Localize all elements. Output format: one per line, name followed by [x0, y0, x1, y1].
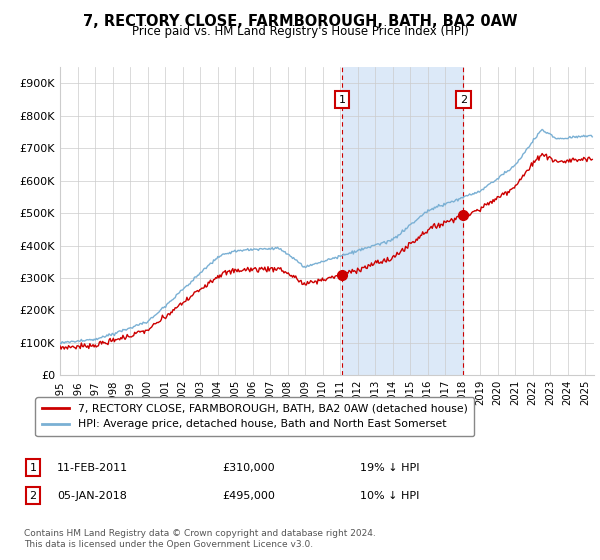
Text: Price paid vs. HM Land Registry's House Price Index (HPI): Price paid vs. HM Land Registry's House …: [131, 25, 469, 38]
Text: Contains HM Land Registry data © Crown copyright and database right 2024.
This d: Contains HM Land Registry data © Crown c…: [24, 529, 376, 549]
Text: 05-JAN-2018: 05-JAN-2018: [57, 491, 127, 501]
Bar: [342, 67, 463, 375]
Text: 10% ↓ HPI: 10% ↓ HPI: [360, 491, 419, 501]
Text: 19% ↓ HPI: 19% ↓ HPI: [360, 463, 419, 473]
Text: £495,000: £495,000: [222, 491, 275, 501]
Text: 1: 1: [338, 95, 346, 105]
Text: 2: 2: [460, 95, 467, 105]
Text: 7, RECTORY CLOSE, FARMBOROUGH, BATH, BA2 0AW: 7, RECTORY CLOSE, FARMBOROUGH, BATH, BA2…: [83, 14, 517, 29]
Text: 11-FEB-2011: 11-FEB-2011: [57, 463, 128, 473]
Text: 2: 2: [29, 491, 37, 501]
Text: £310,000: £310,000: [222, 463, 275, 473]
Legend: 7, RECTORY CLOSE, FARMBOROUGH, BATH, BA2 0AW (detached house), HPI: Average pric: 7, RECTORY CLOSE, FARMBOROUGH, BATH, BA2…: [35, 398, 474, 436]
Text: 1: 1: [29, 463, 37, 473]
